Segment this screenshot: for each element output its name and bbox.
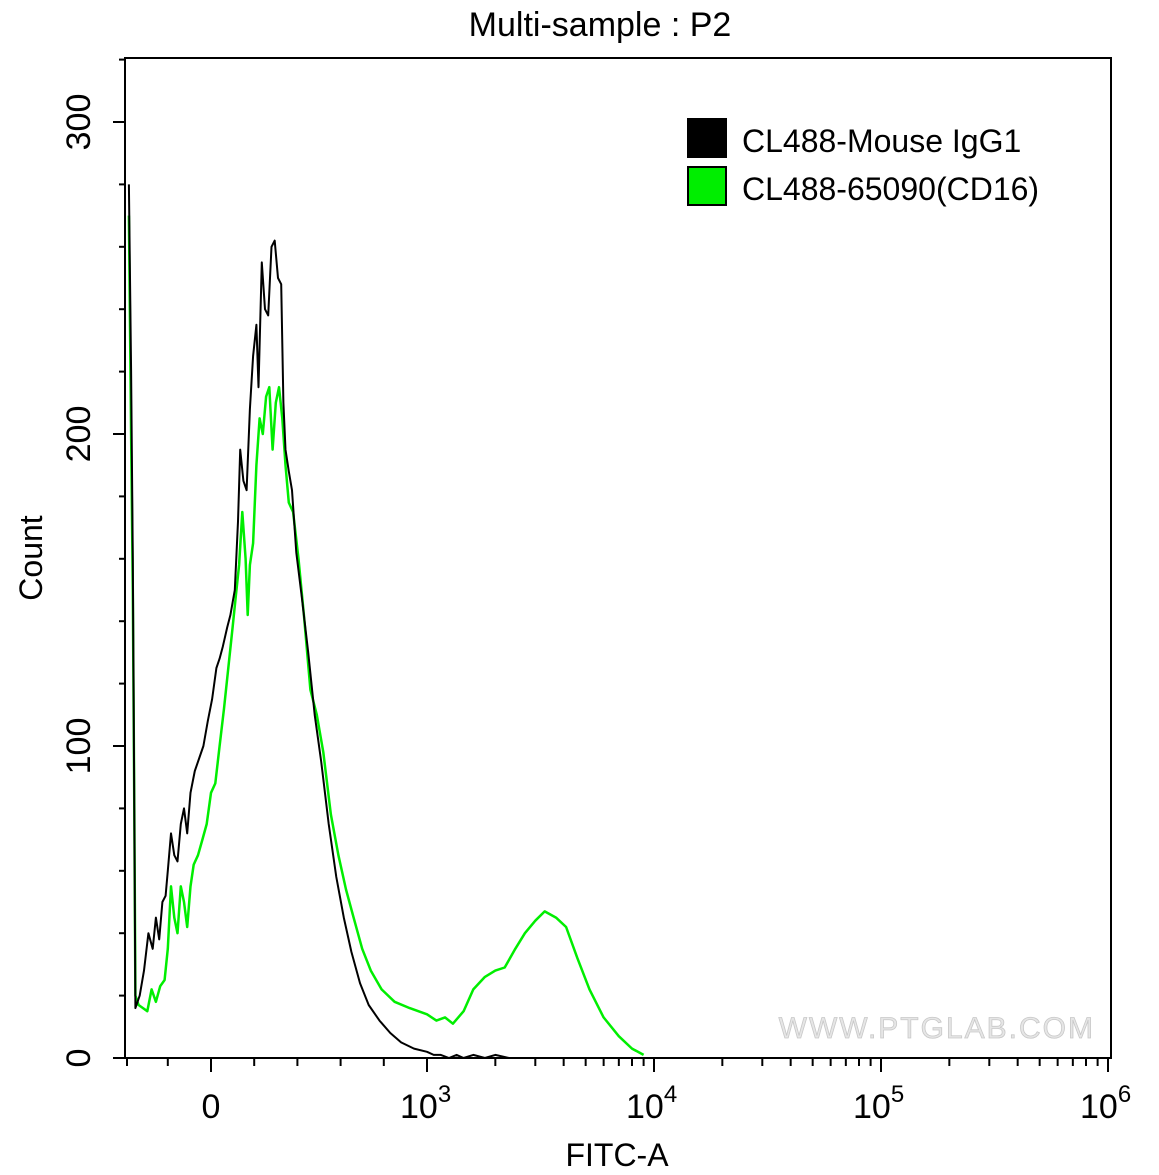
y-tick-label-200: 200 [60,406,98,463]
y-tick-label-0: 0 [60,1049,98,1068]
x-tick-label-10e4: 104 [626,1081,677,1126]
y-axis-label: Count [13,515,49,601]
legend-swatch-mouse-igg1 [687,118,727,158]
chart-title: Multi-sample : P2 [469,6,732,44]
y-axis-tick-labels: 0 100 200 300 [60,94,98,1068]
plot-frame [124,57,1112,1059]
x-tick-label-10e6: 106 [1080,1081,1131,1126]
x-tick-label-10e5: 105 [853,1081,904,1126]
legend-label-mouse-igg1: CL488-Mouse IgG1 [742,123,1021,159]
y-axis-ticks [113,58,125,1059]
series-line-cl488-mouse-igg1 [127,184,510,1059]
y-tick-label-300: 300 [60,94,98,151]
y-tick-label-100: 100 [60,718,98,775]
x-axis-ticks [126,1058,1109,1072]
legend-label-65090-cd16: CL488-65090(CD16) [742,171,1039,207]
x-tick-label-10e3: 103 [400,1081,451,1126]
legend: CL488-Mouse IgG1 CL488-65090(CD16) [687,118,1039,207]
series-line-cl488-65090-cd16 [127,215,645,1056]
x-axis-tick-labels: 0 103 104 105 106 [202,1081,1132,1126]
watermark-text: WWW.PTGLAB.COM [779,1012,1095,1045]
legend-swatch-65090-cd16 [687,166,727,206]
x-tick-label-0: 0 [202,1088,221,1126]
x-axis-label: FITC-A [565,1137,669,1173]
